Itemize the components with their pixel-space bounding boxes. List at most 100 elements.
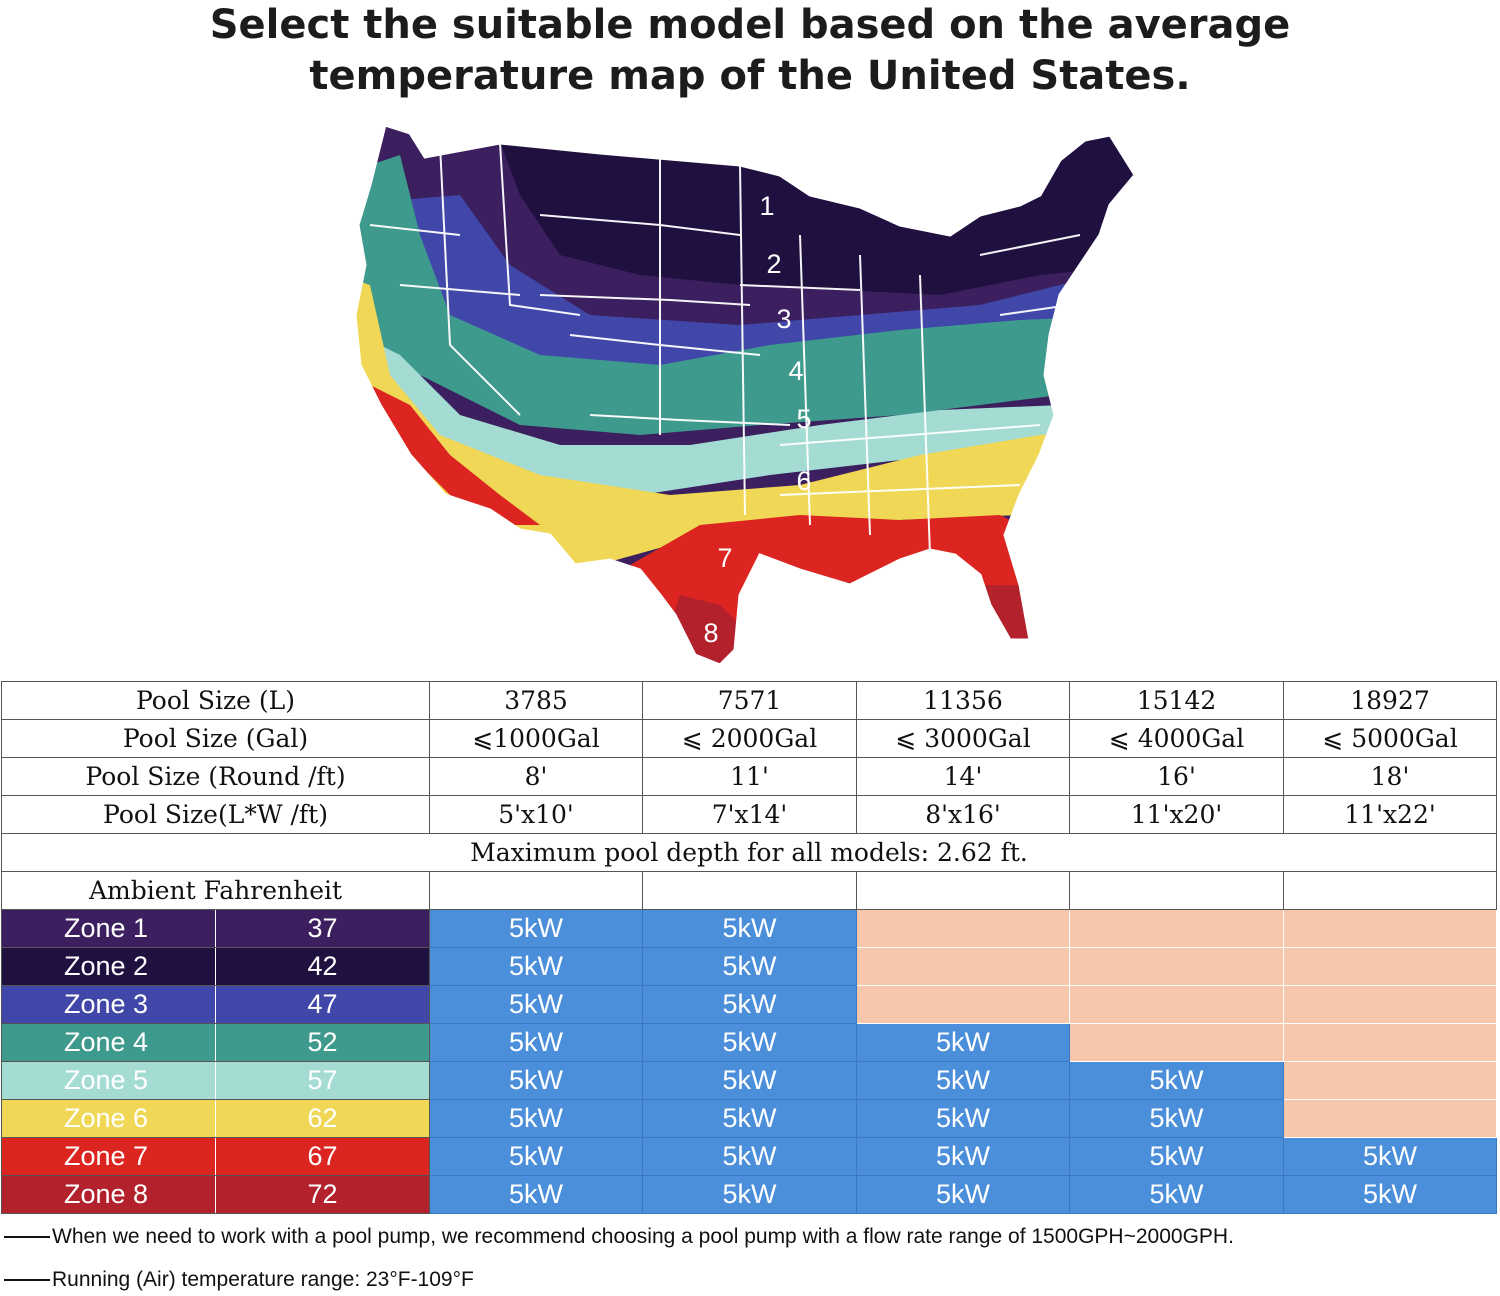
dash-line bbox=[4, 1279, 50, 1282]
map-zone-label: 3 bbox=[776, 304, 791, 334]
zone-8-florida-band bbox=[980, 585, 1040, 655]
unavailable-cell bbox=[1069, 947, 1284, 986]
unavailable-cell bbox=[1069, 1023, 1284, 1062]
zone-row: Zone 7 67 5kW 5kW 5kW 5kW 5kW bbox=[1, 1137, 1497, 1176]
zone-name: Zone 8 bbox=[1, 1175, 216, 1214]
temperature-note: Running (Air) temperature range: 23°F-10… bbox=[4, 1268, 474, 1292]
table-cell: 7571 bbox=[642, 681, 857, 720]
capacity-cell: 5kW bbox=[642, 909, 857, 948]
map-zone-label: 4 bbox=[788, 356, 803, 386]
unavailable-cell bbox=[1283, 1023, 1497, 1062]
table-cell: ⩽ 4000Gal bbox=[1069, 719, 1284, 758]
zone-row: Zone 6 62 5kW 5kW 5kW 5kW bbox=[1, 1099, 1497, 1138]
map-zone-label: 2 bbox=[766, 249, 781, 279]
table-cell bbox=[429, 871, 643, 910]
table-cell bbox=[856, 871, 1070, 910]
zone-row: Zone 3 47 5kW 5kW bbox=[1, 985, 1497, 1024]
zone-row: Zone 2 42 5kW 5kW bbox=[1, 947, 1497, 986]
ambient-label: Ambient Fahrenheit bbox=[1, 871, 430, 910]
zone-name: Zone 6 bbox=[1, 1099, 216, 1138]
capacity-cell: 5kW bbox=[1069, 1137, 1284, 1176]
map-zone-label: 8 bbox=[703, 618, 718, 648]
map-zone-label: 7 bbox=[717, 543, 732, 573]
pool-size-table: Pool Size (L) 3785 7571 11356 15142 1892… bbox=[1, 681, 1497, 1214]
table-row: Pool Size (L) 3785 7571 11356 15142 1892… bbox=[1, 681, 1497, 720]
row-label: Pool Size(L*W /ft) bbox=[1, 795, 430, 834]
capacity-cell: 5kW bbox=[429, 1175, 643, 1214]
table-cell: ⩽ 3000Gal bbox=[856, 719, 1070, 758]
capacity-cell: 5kW bbox=[642, 1061, 857, 1100]
zone-name: Zone 2 bbox=[1, 947, 216, 986]
unavailable-cell bbox=[1069, 909, 1284, 948]
zone-7-band bbox=[370, 385, 540, 525]
zone-6-band bbox=[355, 275, 1135, 570]
us-temperature-map: 1 2 3 4 5 6 7 8 bbox=[340, 115, 1140, 670]
unavailable-cell bbox=[856, 947, 1070, 986]
unavailable-cell bbox=[856, 985, 1070, 1024]
table-cell: 16' bbox=[1069, 757, 1284, 796]
capacity-cell: 5kW bbox=[429, 909, 643, 948]
unavailable-cell bbox=[1283, 985, 1497, 1024]
table-cell: 18927 bbox=[1283, 681, 1497, 720]
table-cell: 18' bbox=[1283, 757, 1497, 796]
table-cell: 8'x16' bbox=[856, 795, 1070, 834]
zone-name: Zone 3 bbox=[1, 985, 216, 1024]
table-row: Pool Size (Round /ft) 8' 11' 14' 16' 18' bbox=[1, 757, 1497, 796]
zone-rows: Zone 1 37 5kW 5kW Zone 2 42 5kW 5kW Zone 3 47 5kW 5… bbox=[1, 909, 1497, 1214]
capacity-cell: 5kW bbox=[856, 1175, 1070, 1214]
table-row: Pool Size (Gal) ⩽1000Gal ⩽ 2000Gal ⩽ 300… bbox=[1, 719, 1497, 758]
capacity-cell: 5kW bbox=[642, 1023, 857, 1062]
pump-note-text: When we need to work with a pool pump, w… bbox=[52, 1225, 1234, 1248]
capacity-cell: 5kW bbox=[429, 1061, 643, 1100]
row-label: Pool Size (L) bbox=[1, 681, 430, 720]
page-title: Select the suitable model based on the a… bbox=[0, 0, 1500, 102]
zone-name: Zone 4 bbox=[1, 1023, 216, 1062]
zone-temp: 67 bbox=[215, 1137, 430, 1176]
zone-row: Zone 4 52 5kW 5kW 5kW bbox=[1, 1023, 1497, 1062]
zone-temp: 72 bbox=[215, 1175, 430, 1214]
capacity-cell: 5kW bbox=[856, 1099, 1070, 1138]
zone-temp: 37 bbox=[215, 909, 430, 948]
zone-name: Zone 1 bbox=[1, 909, 216, 948]
capacity-cell: 5kW bbox=[1069, 1175, 1284, 1214]
pump-note: When we need to work with a pool pump, w… bbox=[4, 1225, 1234, 1249]
table-row: Maximum pool depth for all models: 2.62 … bbox=[1, 833, 1497, 872]
capacity-cell: 5kW bbox=[642, 947, 857, 986]
zone-temp: 62 bbox=[215, 1099, 430, 1138]
map-zone-label: 6 bbox=[796, 466, 811, 496]
temperature-note-text: Running (Air) temperature range: 23°F-10… bbox=[52, 1268, 474, 1291]
capacity-cell: 5kW bbox=[429, 947, 643, 986]
table-cell: 14' bbox=[856, 757, 1070, 796]
depth-note: Maximum pool depth for all models: 2.62 … bbox=[1, 833, 1497, 872]
unavailable-cell bbox=[1283, 1061, 1497, 1100]
zone-temp: 57 bbox=[215, 1061, 430, 1100]
zone-row: Zone 5 57 5kW 5kW 5kW 5kW bbox=[1, 1061, 1497, 1100]
capacity-cell: 5kW bbox=[1283, 1175, 1497, 1214]
zone-temp: 47 bbox=[215, 985, 430, 1024]
capacity-cell: 5kW bbox=[642, 1099, 857, 1138]
capacity-cell: 5kW bbox=[856, 1137, 1070, 1176]
map-zone-label: 5 bbox=[796, 404, 811, 434]
table-cell: ⩽ 5000Gal bbox=[1283, 719, 1497, 758]
capacity-cell: 5kW bbox=[642, 985, 857, 1024]
title-line-2: temperature map of the United States. bbox=[309, 53, 1191, 99]
table-cell bbox=[642, 871, 857, 910]
unavailable-cell bbox=[1283, 909, 1497, 948]
table-cell: ⩽ 2000Gal bbox=[642, 719, 857, 758]
capacity-cell: 5kW bbox=[429, 1023, 643, 1062]
map-zone-label: 1 bbox=[759, 191, 774, 221]
dash-line bbox=[4, 1236, 50, 1239]
zone-temp: 42 bbox=[215, 947, 430, 986]
table-row: Pool Size(L*W /ft) 5'x10' 7'x14' 8'x16' … bbox=[1, 795, 1497, 834]
zone-row: Zone 1 37 5kW 5kW bbox=[1, 909, 1497, 948]
table-cell: 5'x10' bbox=[429, 795, 643, 834]
capacity-cell: 5kW bbox=[1069, 1099, 1284, 1138]
table-cell: 8' bbox=[429, 757, 643, 796]
capacity-cell: 5kW bbox=[1069, 1061, 1284, 1100]
capacity-cell: 5kW bbox=[856, 1061, 1070, 1100]
table-row: Ambient Fahrenheit bbox=[1, 871, 1497, 910]
table-cell bbox=[1283, 871, 1497, 910]
row-label: Pool Size (Round /ft) bbox=[1, 757, 430, 796]
unavailable-cell bbox=[1283, 1099, 1497, 1138]
capacity-cell: 5kW bbox=[429, 985, 643, 1024]
